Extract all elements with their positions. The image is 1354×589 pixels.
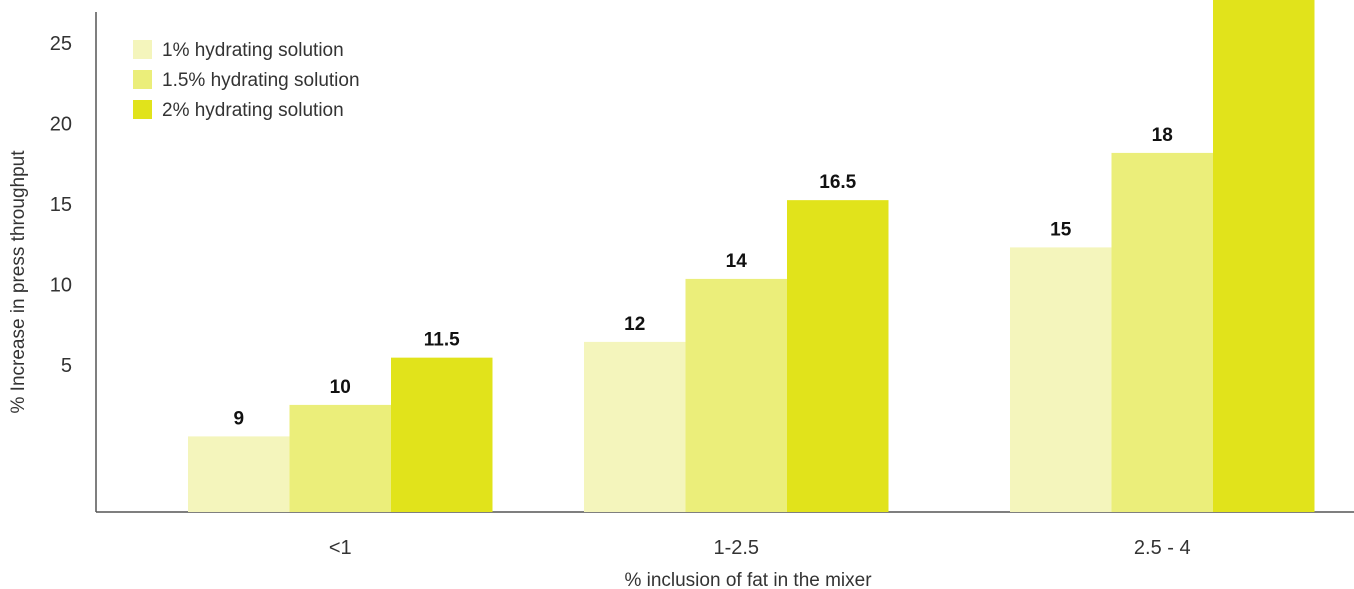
legend-swatch [133, 70, 152, 89]
data-label: 10 [330, 377, 351, 398]
x-axis-label: % inclusion of fat in the mixer [624, 570, 872, 589]
data-label: 16.5 [819, 172, 856, 193]
y-axis-label: % Increase in press throughput [8, 150, 29, 414]
legend: 1% hydrating solution 1.5% hydrating solu… [133, 40, 360, 121]
bar [391, 357, 493, 512]
data-label: 11.5 [424, 330, 460, 351]
bar [1213, 0, 1315, 512]
bar [787, 200, 889, 512]
x-tick-label: 2.5 - 4 [1134, 537, 1191, 559]
x-ticks: <1 1-2.5 2.5 - 4 [329, 537, 1191, 559]
data-label: 9 [233, 408, 244, 429]
y-tick-label: 10 [50, 275, 72, 297]
bar [289, 404, 391, 512]
data-label: 18 [1152, 125, 1173, 146]
y-tick-label: 15 [50, 194, 72, 216]
bars [188, 0, 1315, 512]
y-tick-label: 20 [50, 114, 72, 136]
y-tick-label: 25 [50, 33, 72, 55]
bar [1010, 247, 1112, 512]
data-label: 12 [624, 314, 645, 335]
legend-label: 1% hydrating solution [162, 40, 344, 61]
y-ticks: 5 10 15 20 25 [50, 33, 72, 377]
y-tick-label: 5 [61, 355, 72, 377]
data-label: 14 [726, 251, 748, 272]
data-label: 15 [1050, 219, 1072, 240]
bar [685, 278, 787, 512]
bar [188, 436, 290, 512]
legend-label: 2% hydrating solution [162, 100, 344, 121]
bar [1111, 152, 1213, 512]
x-tick-label: <1 [329, 537, 352, 559]
bar [584, 341, 686, 512]
legend-swatch [133, 100, 152, 119]
x-tick-label: 1-2.5 [713, 537, 759, 559]
legend-swatch [133, 40, 152, 59]
legend-label: 1.5% hydrating solution [162, 70, 360, 91]
